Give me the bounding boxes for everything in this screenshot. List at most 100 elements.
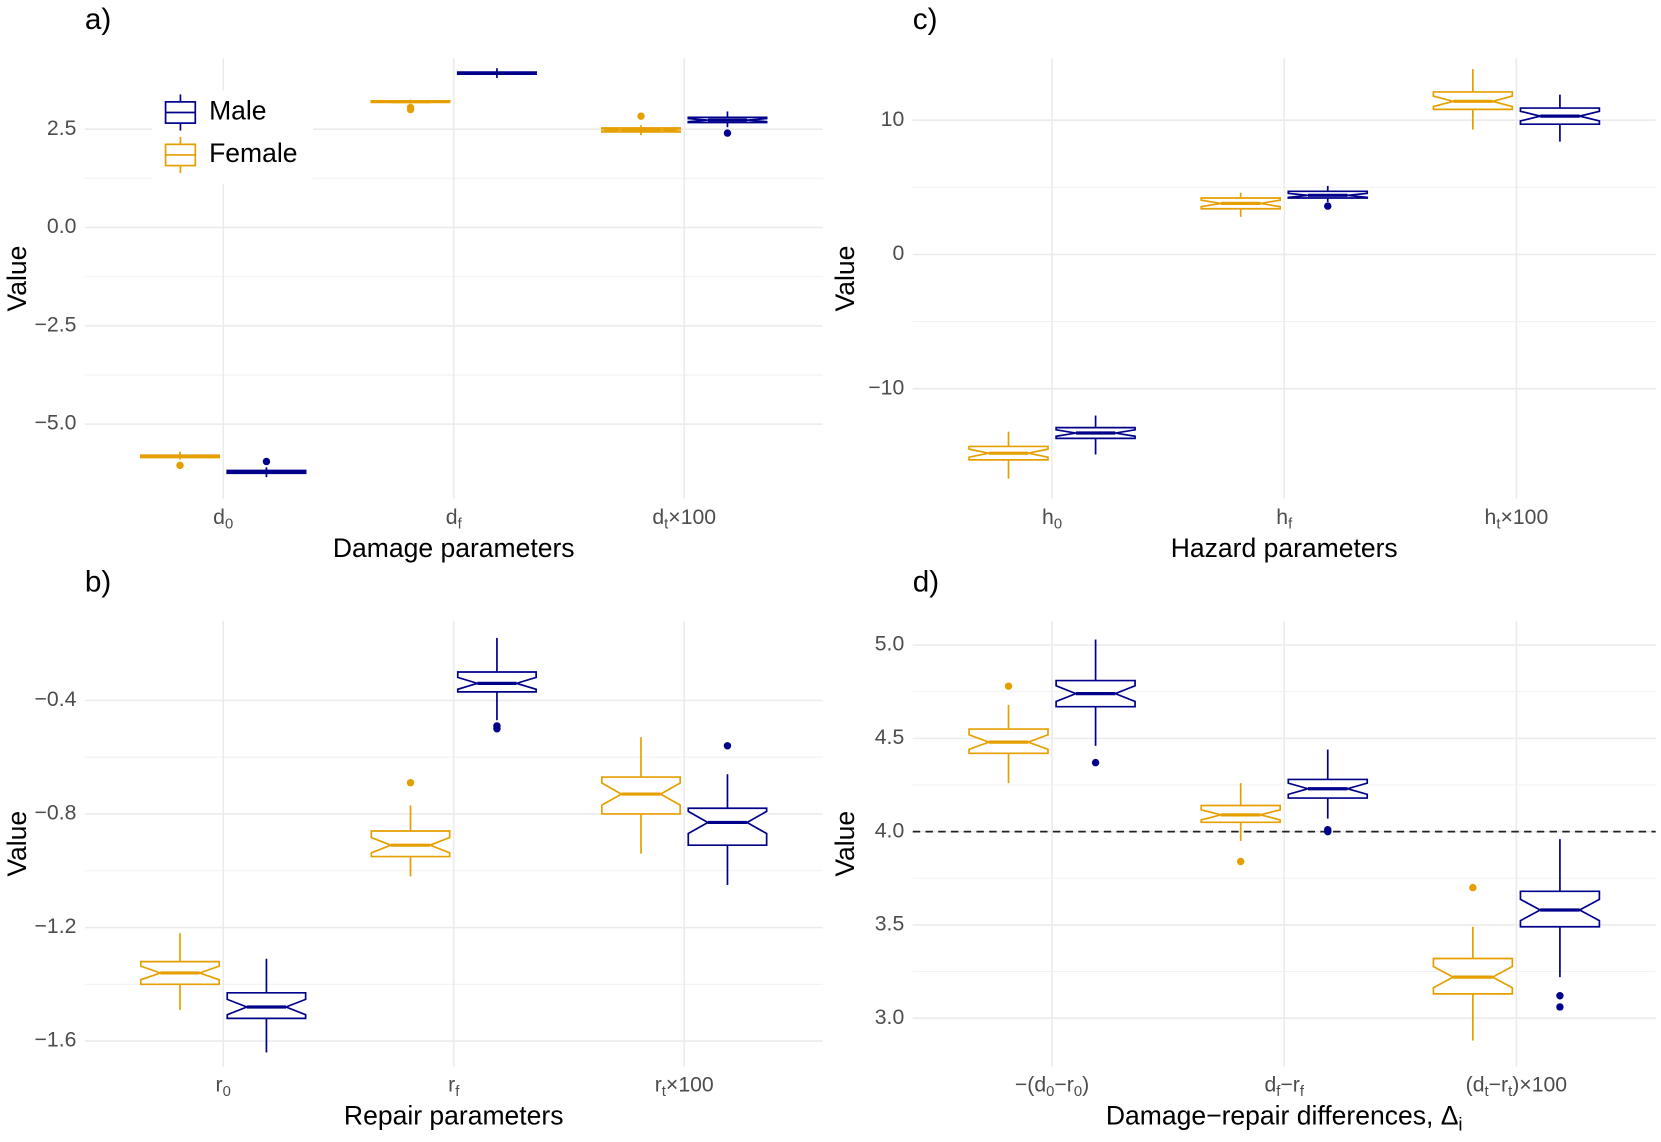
x-axis-title-part: i (1458, 1113, 1462, 1134)
box-plot (226, 958, 307, 1053)
x-tick-label: dt×100 (652, 506, 716, 533)
panel-label: c) (913, 3, 938, 36)
box-plot (687, 111, 768, 137)
x-tick-label-part: 0 (1054, 516, 1062, 532)
y-tick-label: −1.6 (35, 1029, 77, 1052)
outlier (1556, 1003, 1564, 1011)
box-plot (139, 933, 221, 1010)
x-tick-label-part: ×100 (666, 1073, 714, 1096)
box-plot (370, 779, 451, 877)
x-tick-label: (dt−rt)×100 (1466, 1073, 1567, 1100)
x-tick-label-part: f (1276, 1084, 1281, 1100)
box-plot (1519, 839, 1601, 1011)
box-plot (1055, 639, 1136, 767)
x-tick-label-part: 0 (223, 1084, 231, 1100)
x-tick-label-part: −r (1054, 1073, 1073, 1096)
y-tick-label: −2.5 (35, 313, 77, 336)
x-tick-label: ht×100 (1485, 506, 1549, 533)
x-tick-label-part: f (455, 1084, 460, 1100)
box (687, 807, 768, 847)
x-tick-label: d0 (213, 506, 233, 533)
box-plot (1432, 883, 1514, 1041)
outlier (1324, 826, 1332, 834)
outlier (1091, 758, 1100, 767)
y-axis-title: Value (830, 246, 860, 312)
x-tick-label: rt×100 (655, 1073, 714, 1100)
panel-label: a) (85, 3, 111, 36)
x-tick-label-part: ×100 (1500, 506, 1548, 529)
x-axis-title-part: Damage parameters (333, 533, 575, 563)
y-tick-label: 2.5 (47, 117, 77, 140)
box-plot (1200, 192, 1282, 217)
panel-label: b) (85, 566, 111, 599)
x-tick-label-part: t (662, 1084, 667, 1100)
box-plot (687, 742, 768, 885)
y-tick-label: 4.0 (875, 819, 905, 842)
y-tick-label: −10 (868, 376, 904, 399)
x-tick-label: −(d0−r0) (1015, 1073, 1089, 1100)
box-plot (968, 431, 1049, 479)
y-tick-label: 3.5 (875, 913, 905, 936)
panel-label: d) (913, 566, 939, 599)
x-tick-label-part: r (216, 1073, 223, 1096)
x-axis-title: Repair parameters (344, 1101, 564, 1131)
box-plot (226, 457, 307, 478)
outlier (1556, 992, 1564, 1000)
x-tick-label-part: d (213, 506, 225, 529)
y-tick-label: 0 (892, 242, 904, 265)
y-axis-title: Value (2, 246, 32, 312)
y-tick-label: −5.0 (35, 412, 77, 435)
legend-label: Female (209, 138, 297, 168)
x-tick-label-part: −r (1280, 1073, 1299, 1096)
y-tick-label: 5.0 (875, 633, 905, 656)
box-plot (456, 68, 537, 79)
box-plot (600, 112, 682, 136)
outlier (406, 779, 415, 787)
y-tick-label: −1.2 (35, 915, 77, 938)
x-tick-label-part: f (458, 516, 463, 532)
outlier (1324, 202, 1332, 210)
x-tick-label-part: t (1496, 516, 1501, 532)
box-plot (1287, 749, 1369, 836)
x-tick-label-part: ×100 (668, 506, 716, 529)
x-tick-label-part: h (1042, 506, 1054, 529)
y-tick-label: 4.5 (875, 726, 905, 749)
outlier (262, 457, 271, 466)
box-plot (456, 637, 537, 733)
outlier (723, 742, 732, 750)
box-plot (1432, 69, 1514, 130)
x-axis-title: Damage parameters (333, 533, 575, 563)
outlier (493, 725, 501, 733)
x-tick-label-part: r (655, 1073, 662, 1096)
x-tick-label-part: ) (1082, 1073, 1089, 1096)
legend-label: Male (209, 96, 266, 126)
x-tick-label: r0 (216, 1073, 231, 1100)
box-plot (968, 682, 1049, 784)
x-tick-label-part: h (1276, 506, 1288, 529)
box-plot (1055, 415, 1136, 455)
x-tick-label-part: t (664, 516, 669, 532)
x-tick-label-part: r (448, 1073, 455, 1096)
box-plot (1519, 94, 1601, 142)
y-tick-label: 0.0 (47, 215, 77, 238)
x-tick-label-part: )×100 (1512, 1073, 1567, 1096)
y-tick-label: −0.8 (35, 802, 77, 825)
box-plot (370, 99, 451, 114)
box-plot (1200, 783, 1282, 866)
outlier (1004, 682, 1013, 690)
outlier (637, 112, 645, 120)
x-tick-label-part: t (1485, 1084, 1490, 1100)
x-tick-label-part: t (1508, 1084, 1513, 1100)
x-axis-title-part: Damage−repair differences, Δ (1106, 1101, 1459, 1131)
outlier (723, 129, 732, 137)
x-tick-label-part: f (1300, 1084, 1305, 1100)
x-tick-label-part: f (1288, 516, 1293, 532)
y-axis-title: Value (830, 811, 860, 877)
y-axis-title: Value (2, 811, 32, 877)
x-tick-label-part: 0 (1074, 1084, 1082, 1100)
x-tick-label-part: −(d (1015, 1073, 1046, 1096)
outlier (176, 461, 184, 470)
x-tick-label-part: 0 (1046, 1084, 1054, 1100)
box-plot (600, 737, 682, 854)
